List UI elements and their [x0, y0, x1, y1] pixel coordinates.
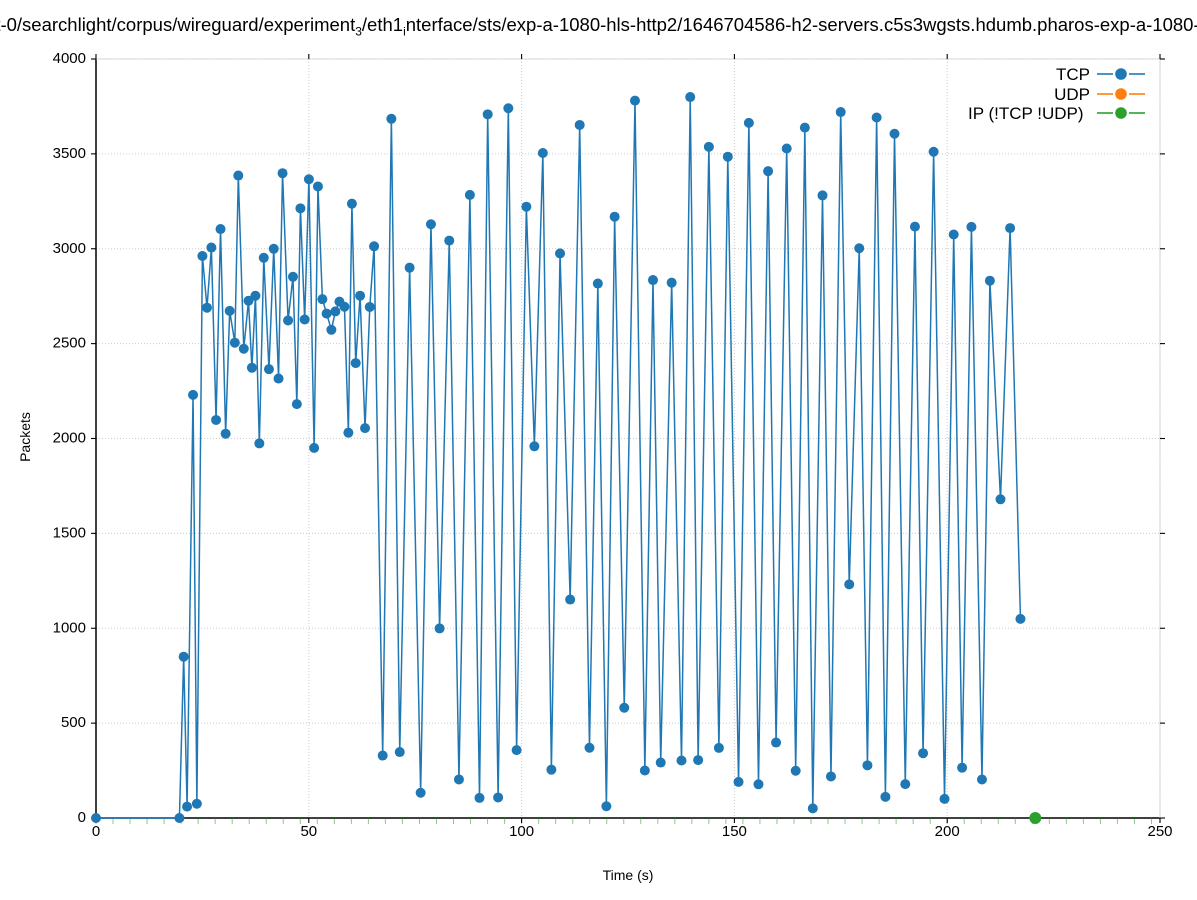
svg-text:Packets: Packets	[17, 412, 33, 462]
svg-text:1000: 1000	[53, 619, 86, 636]
svg-text:0: 0	[92, 823, 100, 840]
svg-text:3500: 3500	[53, 145, 86, 162]
svg-text:4000: 4000	[53, 50, 86, 67]
svg-text:150: 150	[722, 823, 747, 840]
svg-text:100: 100	[509, 823, 534, 840]
svg-text:2500: 2500	[53, 335, 86, 352]
svg-text:IP (!TCP !UDP): IP (!TCP !UDP)	[968, 104, 1084, 123]
svg-text:200: 200	[935, 823, 960, 840]
svg-text:3000: 3000	[53, 240, 86, 257]
svg-text:UDP: UDP	[1054, 85, 1090, 104]
svg-text:500: 500	[61, 714, 86, 731]
svg-text:TCP: TCP	[1056, 65, 1090, 84]
svg-text:250: 250	[1147, 823, 1172, 840]
svg-text:2000: 2000	[53, 430, 86, 447]
svg-text:Time (s): Time (s)	[603, 867, 654, 883]
svg-text:0: 0	[78, 809, 86, 826]
svg-text:50: 50	[300, 823, 317, 840]
svg-text:1500: 1500	[53, 524, 86, 541]
